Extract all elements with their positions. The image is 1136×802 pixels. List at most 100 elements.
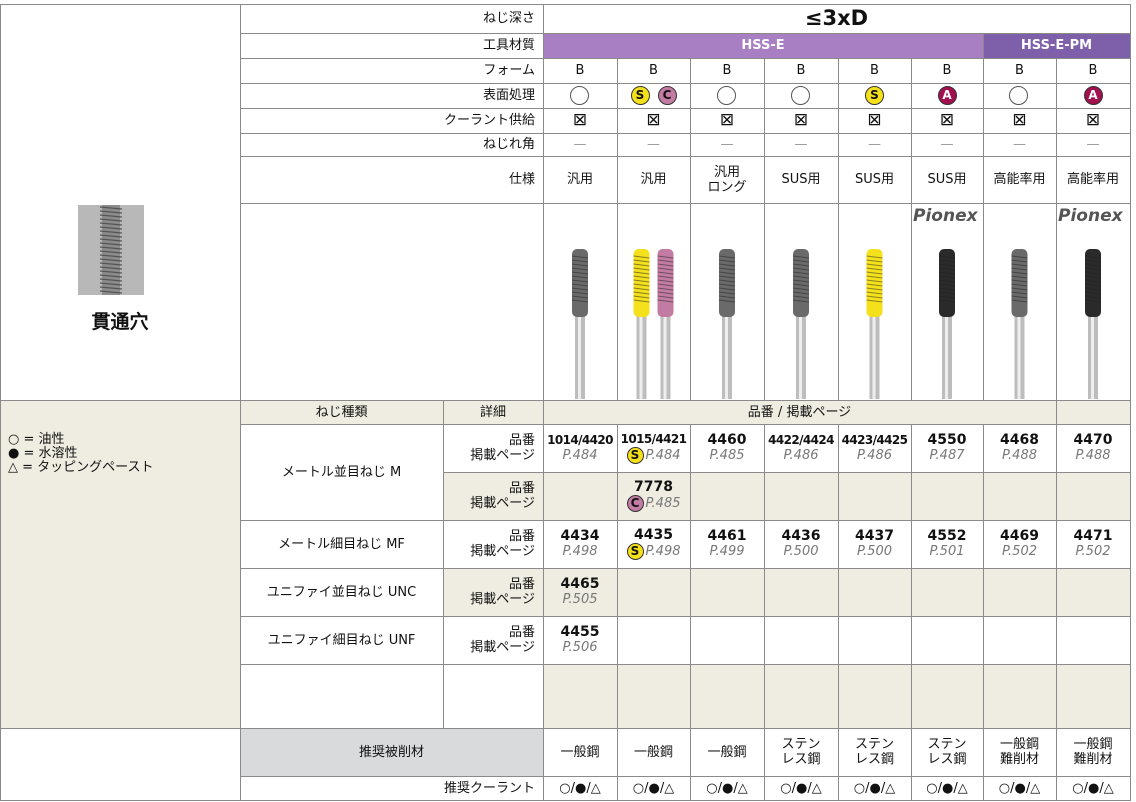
tool-image [1011,249,1028,399]
material-value: 一般鋼 [543,728,617,776]
material-value: 一般鋼 [690,728,764,776]
cell [838,776,912,801]
page-line: P.500 [857,544,892,559]
page-line: P.502 [1002,544,1037,559]
product-no: 4461 [707,528,747,544]
form-value: B [1088,63,1098,78]
page-line: C P.485 [626,495,681,512]
page-ref: P.506 [562,640,598,655]
cell [690,424,765,473]
product-cell: 4470 P.488 [1056,426,1130,470]
legend-item: ○ = 油性 [8,431,65,447]
spec-label-cell [240,4,544,34]
material-value: ステン レス鋼 [764,728,838,776]
product-no: 4460 [707,432,747,448]
cell [543,664,618,729]
form-value: B [575,63,585,78]
material-band [543,33,984,59]
cell [1056,616,1131,665]
detail: 品番 掲載ページ [443,520,543,568]
product-cell: 4434 P.498 [543,522,617,566]
text-line: レス鋼 [854,752,894,767]
cell [838,133,912,157]
page-ref: P.486 [857,448,892,463]
spec-value: SUS用 [764,156,838,203]
product-cell: 4550 P.487 [911,426,983,470]
text-line: 掲載ページ [470,496,535,511]
coolant_supply-value: ⊠ [1012,110,1027,130]
page-line: P.502 [1076,544,1111,559]
plain-circle [716,86,736,105]
form-value: B [722,63,732,78]
product-cell: 4460 P.485 [690,426,764,470]
coolant-value: ○/●/△ [706,780,748,796]
badge: A [937,86,957,105]
cell [1056,776,1131,801]
detail: 品番 掲載ページ [443,616,543,664]
surface-cell [983,83,1056,108]
tool-image [718,249,736,399]
cell [911,776,984,801]
product-cell: 4437 P.500 [838,522,911,566]
cell [1056,424,1131,473]
plain-circle [1009,86,1028,105]
product-no: 4434 [560,528,600,544]
spec-value: 汎用 [543,156,617,203]
badge: S [630,86,650,105]
spec-label: クーラント供給 [443,113,535,128]
cell [543,4,1131,34]
coolant-value: ○/●/△ [559,780,601,796]
page-line: S P.498 [626,543,681,560]
spec-value: SUS用 [838,156,911,203]
material-value: ステン レス鋼 [838,728,911,776]
text-line: 品番 [508,529,535,544]
helix-value: — [1013,137,1026,152]
page-ref: P.488 [1075,448,1111,463]
coolant-value: ○/●/△ [998,780,1041,796]
cell [1056,400,1131,425]
text-line: 一般鋼 [707,744,747,760]
form-value: B [796,63,806,78]
text-line: ステン [927,737,967,752]
thread-depth: ≤3xD [804,6,869,30]
spec-label: フォーム [483,63,535,78]
cell [764,568,839,617]
brand-logo: Pionex [913,205,978,226]
page-ref: P.500 [857,544,892,559]
text-line: 汎用 [566,172,593,187]
page-line: S P.484 [626,447,681,464]
cell [1056,58,1131,84]
product-cell: 1015/4421 S P.484 [617,426,690,470]
cell [838,568,912,617]
spec-label-cell [240,156,544,204]
product-no: 4436 [781,528,821,544]
text-line: 難削材 [1073,752,1113,767]
text-line: 汎用 [640,172,667,187]
text-line: 一般鋼 [560,744,600,760]
cell [543,133,618,157]
page-line: P.488 [1076,448,1111,463]
tool-image [792,249,810,399]
product-cell: 4436 P.500 [764,522,838,566]
cell [443,664,544,729]
cell [911,568,984,617]
coolant_supply-value: ⊠ [793,110,809,130]
cell [240,664,444,729]
cell [983,776,1057,801]
helix-value: — [940,137,954,152]
cell [911,472,984,521]
product-cell: 4469 P.502 [983,522,1056,566]
form-value: B [1015,63,1024,78]
header: 詳細 [479,404,506,420]
coolant_supply-value: ⊠ [867,110,882,130]
left-panel [0,4,241,401]
product-cell: 4468 P.488 [983,426,1056,470]
badge: S [865,86,884,105]
thread-type: ユニファイ細目ねじ UNF [267,632,416,648]
cell [690,664,765,729]
cell [983,472,1057,521]
helix-value: — [647,137,660,152]
cell [690,133,765,157]
product-no: 4422/4424 [768,433,834,447]
